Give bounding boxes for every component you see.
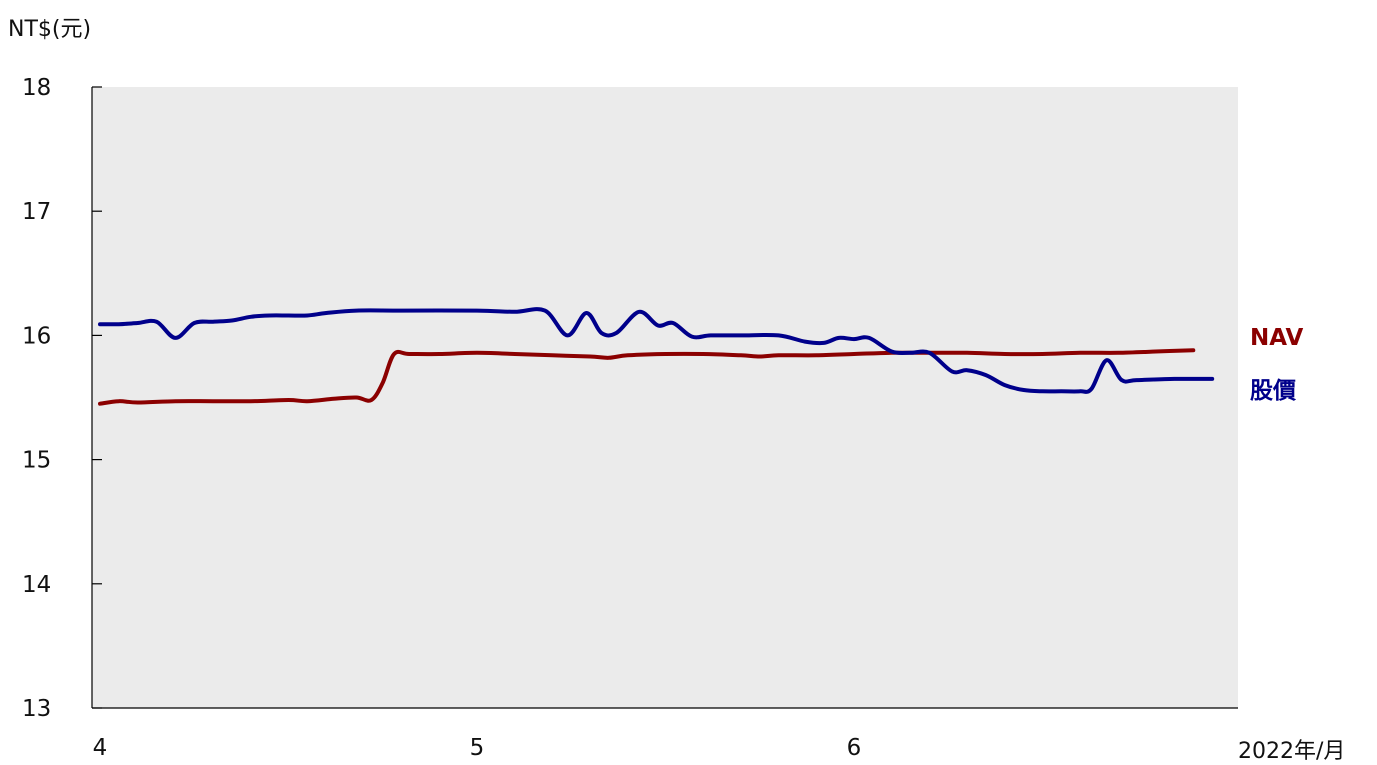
tick-labels: 18 17 16 15 14 13 4 5 6: [22, 75, 861, 761]
plot-area: [92, 87, 1238, 708]
y-axis-unit-label: NT$(元): [8, 17, 91, 42]
series-label-price: 股價: [1250, 378, 1297, 404]
x-tick-label: 6: [847, 735, 862, 761]
y-tick-label: 15: [22, 448, 51, 474]
series-labels: NAV 股價: [1250, 325, 1303, 404]
axes: [91, 86, 1238, 709]
series-line-price: [98, 307, 1215, 394]
y-tick-label: 13: [22, 696, 51, 722]
y-tick-label: 14: [22, 572, 51, 598]
y-tick-label: 16: [22, 323, 51, 349]
x-axis-unit-label: 2022年/月: [1238, 739, 1345, 764]
y-tick-label: 18: [22, 75, 51, 101]
series-line-nav: [98, 348, 1196, 406]
x-tick-label: 5: [470, 735, 485, 761]
series-lines: [98, 307, 1215, 406]
x-tick-label: 4: [93, 735, 108, 761]
y-tick-label: 17: [22, 199, 51, 225]
series-label-nav: NAV: [1250, 325, 1303, 351]
